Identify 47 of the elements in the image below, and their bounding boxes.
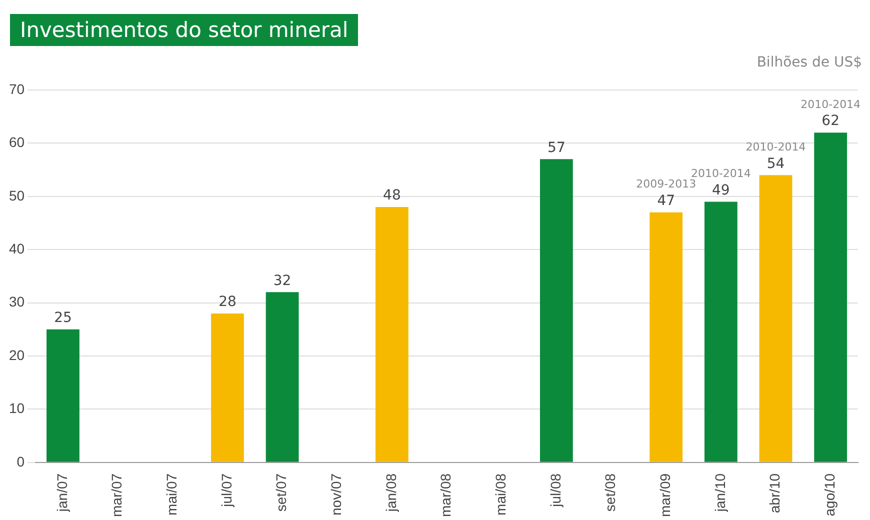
chart-title: Investimentos do setor mineral — [10, 14, 358, 46]
x-tick-label: nov/07 — [328, 473, 344, 516]
x-tick-label: jul/08 — [547, 473, 564, 508]
data-label: 49 — [712, 182, 730, 198]
annotation: 2010-2014 — [746, 140, 806, 154]
data-label: 57 — [548, 140, 566, 156]
x-tick-label: mai/07 — [164, 473, 180, 516]
y-tick-label: 30 — [8, 294, 25, 310]
annotation: 2009-2013 — [636, 178, 696, 191]
x-tick-label: set/07 — [273, 473, 290, 512]
annotation: 2010-2014 — [800, 98, 861, 111]
bar — [266, 292, 299, 462]
y-tick-label: 50 — [8, 187, 25, 204]
y-tick-label: 40 — [8, 240, 25, 256]
data-label: 28 — [218, 294, 236, 310]
x-tick-label: jan/08 — [382, 473, 399, 513]
data-label: 62 — [822, 113, 840, 130]
bar — [814, 132, 848, 462]
x-tick-label: abr/10 — [766, 473, 783, 514]
y-tick-label: 70 — [8, 80, 25, 97]
x-tick-label: jan/07 — [54, 473, 70, 513]
y-tick-label: 60 — [8, 134, 25, 150]
bar — [376, 207, 408, 462]
x-tick-label: mar/08 — [438, 473, 454, 518]
y-tick-label: 10 — [8, 400, 25, 416]
y-tick-label: 0 — [16, 453, 25, 470]
y-axis-title: Bilhões de US$ — [756, 54, 862, 71]
x-tick-label: jul/07 — [218, 473, 234, 508]
y-tick-label: 20 — [8, 346, 25, 363]
data-label: 25 — [54, 310, 72, 326]
data-label: 54 — [766, 156, 785, 172]
x-tick-label: mar/09 — [656, 473, 673, 518]
x-tick-label: mai/08 — [492, 473, 508, 516]
annotation: 2010-2014 — [690, 167, 751, 180]
bar — [540, 159, 573, 462]
data-label: 47 — [657, 193, 676, 210]
x-tick-label: ago/10 — [821, 473, 838, 516]
bar — [704, 202, 738, 462]
bar — [46, 329, 80, 462]
bar — [650, 212, 683, 462]
data-label: 32 — [273, 272, 292, 289]
bar — [211, 313, 244, 462]
data-label: 48 — [383, 188, 401, 204]
x-tick-label: set/08 — [602, 473, 618, 512]
bar — [759, 175, 792, 462]
x-tick-label: mar/07 — [108, 473, 125, 518]
x-tick-label: jan/10 — [712, 473, 728, 513]
